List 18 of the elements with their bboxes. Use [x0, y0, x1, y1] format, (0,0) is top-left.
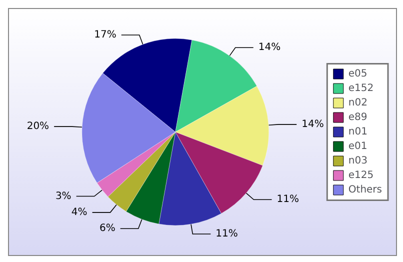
legend-label: n03 — [348, 156, 368, 166]
legend-label: e152 — [348, 83, 374, 94]
data-label: 14% — [258, 42, 281, 54]
legend-label: e05 — [348, 68, 368, 80]
data-label: 11% — [216, 228, 238, 240]
data-label: 20% — [26, 121, 50, 132]
legend-label: e125 — [348, 170, 374, 181]
legend-label: Others — [348, 184, 382, 196]
data-label: 4% — [71, 206, 88, 218]
data-label: 17% — [94, 30, 116, 41]
data-label: 11% — [276, 194, 299, 206]
legend-label: n01 — [348, 126, 368, 138]
legend-label: n02 — [348, 98, 368, 108]
data-label: 6% — [99, 223, 116, 234]
data-label: 3% — [55, 190, 72, 202]
legend-label: e89 — [348, 112, 368, 123]
data-label: 14% — [302, 118, 324, 130]
legend-label: e01 — [348, 141, 368, 152]
